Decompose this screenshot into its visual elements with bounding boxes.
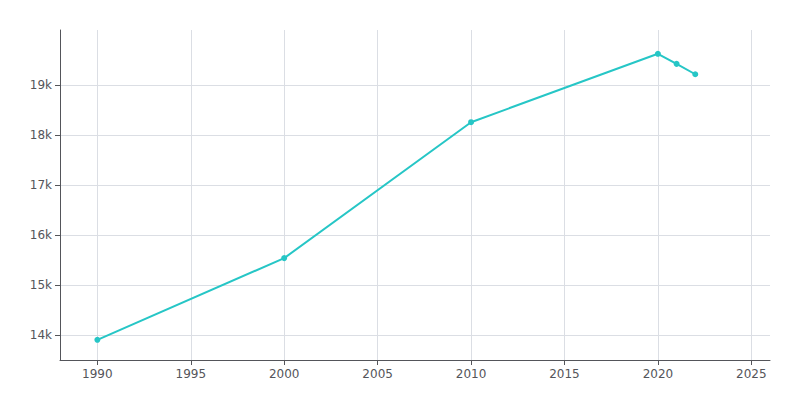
- svg-text:17k: 17k: [30, 178, 52, 192]
- svg-text:14k: 14k: [30, 328, 52, 342]
- svg-text:15k: 15k: [30, 278, 52, 292]
- svg-text:16k: 16k: [30, 228, 52, 242]
- svg-text:2000: 2000: [269, 367, 300, 381]
- svg-text:2020: 2020: [643, 367, 674, 381]
- svg-text:18k: 18k: [30, 128, 52, 142]
- svg-text:2015: 2015: [549, 367, 580, 381]
- svg-text:1990: 1990: [82, 367, 113, 381]
- svg-text:2025: 2025: [736, 367, 767, 381]
- svg-text:2005: 2005: [362, 367, 393, 381]
- svg-text:1995: 1995: [176, 367, 207, 381]
- svg-text:19k: 19k: [30, 78, 52, 92]
- svg-text:2010: 2010: [456, 367, 487, 381]
